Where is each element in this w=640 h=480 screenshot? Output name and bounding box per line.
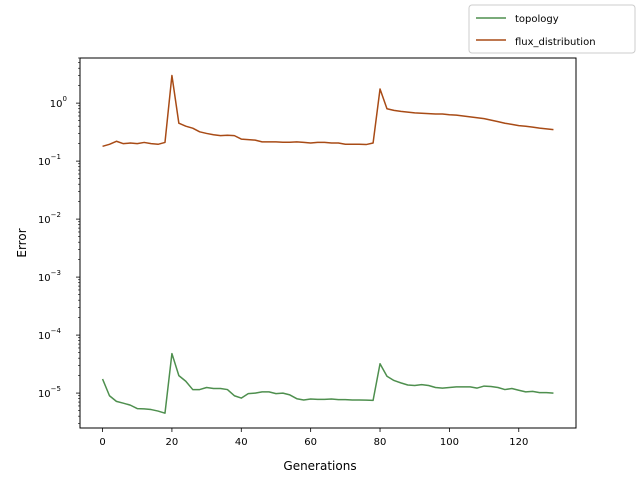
x-axis-label: Generations <box>283 459 356 473</box>
plot-frame <box>79 57 577 429</box>
x-tick-label: 120 <box>509 437 528 448</box>
series-line-topology <box>101 352 554 414</box>
x-tick-label: 40 <box>235 437 248 448</box>
x-tick-label: 0 <box>99 437 105 448</box>
x-tick-label: 80 <box>374 437 387 448</box>
plot-layer <box>101 74 554 414</box>
legend: topology flux_distribution <box>468 4 636 54</box>
x-tick-label: 60 <box>304 437 317 448</box>
legend-label-topology: topology <box>515 14 559 25</box>
series-line-flux-distribution <box>102 74 554 148</box>
x-tick-label: 100 <box>440 437 459 448</box>
legend-label-flux-distribution: flux_distribution <box>515 37 596 48</box>
legend-box <box>468 4 636 54</box>
x-axis: 0 20 40 60 80 100 120 <box>99 428 528 448</box>
x-tick-label: 20 <box>166 437 179 448</box>
y-axis-label: Error <box>15 228 29 257</box>
